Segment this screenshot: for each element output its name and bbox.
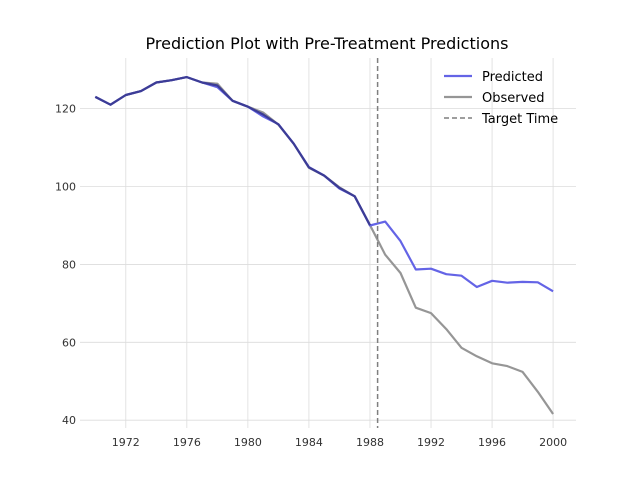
x-tick-labels: 1972 1976 1980 1984 1988 1992 1996 2000 xyxy=(112,436,567,449)
legend-label-target: Target Time xyxy=(481,112,558,127)
grid-lines xyxy=(80,58,576,428)
y-tick-label: 120 xyxy=(55,103,76,116)
y-tick-label: 40 xyxy=(62,414,76,427)
legend-label-predicted: Predicted xyxy=(482,70,543,85)
y-tick-label: 60 xyxy=(62,336,76,349)
chart-title: Prediction Plot with Pre-Treatment Predi… xyxy=(146,34,509,53)
y-tick-label: 100 xyxy=(55,181,76,194)
legend: Predicted Observed Target Time xyxy=(444,70,558,127)
legend-label-observed: Observed xyxy=(482,91,545,106)
x-tick-label: 1984 xyxy=(295,436,323,449)
x-tick-label: 1972 xyxy=(112,436,140,449)
x-tick-label: 2000 xyxy=(539,436,567,449)
x-tick-label: 1976 xyxy=(173,436,201,449)
x-tick-label: 1988 xyxy=(356,436,384,449)
x-tick-label: 1980 xyxy=(234,436,262,449)
series-line-observed xyxy=(94,76,555,415)
y-tick-label: 80 xyxy=(62,258,76,271)
series-line-predicted xyxy=(94,76,554,293)
x-tick-label: 1996 xyxy=(478,436,506,449)
series-lines xyxy=(94,76,555,415)
x-tick-label: 1992 xyxy=(417,436,445,449)
y-tick-labels: 40 60 80 100 120 xyxy=(55,103,76,428)
series-line-overlap xyxy=(94,76,371,226)
